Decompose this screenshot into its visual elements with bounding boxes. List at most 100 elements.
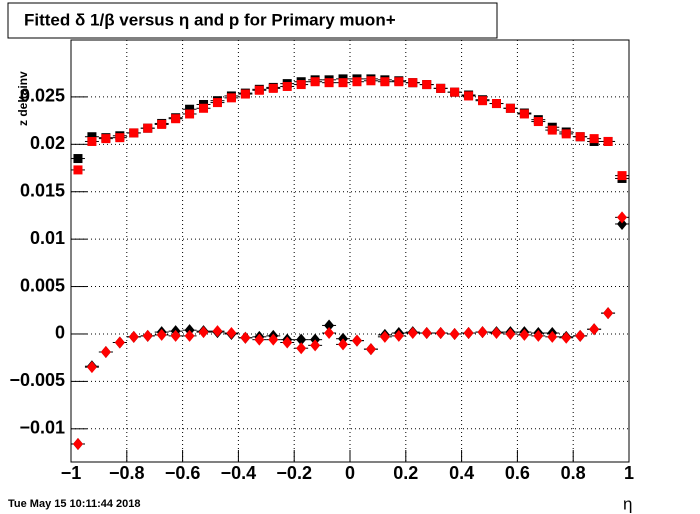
x-axis-label: η bbox=[623, 494, 632, 513]
marker bbox=[156, 328, 167, 341]
marker bbox=[73, 154, 83, 164]
marker bbox=[478, 96, 488, 106]
x-tick-label: 1 bbox=[624, 463, 634, 483]
marker bbox=[351, 334, 362, 347]
marker bbox=[212, 98, 222, 108]
marker bbox=[463, 327, 474, 340]
x-tick-label: 0.6 bbox=[505, 463, 530, 483]
marker bbox=[143, 123, 153, 133]
marker bbox=[324, 319, 335, 332]
chart-title: Fitted δ 1/β versus η and p for Primary … bbox=[24, 10, 396, 29]
marker bbox=[547, 125, 557, 135]
y-tick-label: 0.005 bbox=[20, 275, 65, 295]
marker bbox=[171, 114, 181, 124]
marker bbox=[365, 343, 376, 356]
x-tick-label: 0 bbox=[345, 463, 355, 483]
marker bbox=[142, 329, 153, 342]
y-tick-label: 0.02 bbox=[30, 133, 65, 153]
marker bbox=[491, 99, 501, 109]
marker bbox=[533, 329, 544, 342]
marker bbox=[603, 136, 613, 146]
y-tick-label: 0.025 bbox=[20, 86, 65, 106]
marker bbox=[394, 77, 404, 87]
marker bbox=[589, 323, 600, 336]
marker bbox=[170, 329, 181, 342]
marker bbox=[100, 345, 111, 358]
y-tick-label: −0.005 bbox=[9, 370, 65, 390]
marker bbox=[86, 361, 97, 374]
marker bbox=[617, 217, 628, 230]
marker bbox=[268, 83, 278, 93]
marker bbox=[114, 336, 125, 349]
marker bbox=[101, 134, 111, 144]
y-tick-label: 0 bbox=[55, 323, 65, 343]
marker bbox=[464, 91, 474, 101]
y-axis-label: z deltainv bbox=[16, 71, 30, 126]
marker bbox=[603, 307, 614, 320]
marker bbox=[575, 132, 585, 142]
marker bbox=[324, 327, 335, 340]
marker bbox=[282, 336, 293, 349]
marker bbox=[519, 328, 530, 341]
marker bbox=[338, 78, 348, 88]
marker bbox=[589, 134, 599, 144]
marker bbox=[73, 165, 83, 175]
marker bbox=[533, 117, 543, 127]
x-tick-label: 0.4 bbox=[449, 463, 474, 483]
x-tick-label: −0.4 bbox=[221, 463, 257, 483]
marker bbox=[226, 327, 237, 340]
marker bbox=[324, 78, 334, 88]
marker bbox=[449, 327, 460, 340]
x-tick-label: −1 bbox=[61, 463, 82, 483]
marker bbox=[199, 103, 209, 113]
marker bbox=[240, 89, 250, 99]
marker bbox=[268, 333, 279, 346]
marker bbox=[352, 77, 362, 87]
marker bbox=[296, 342, 307, 355]
marker bbox=[393, 329, 404, 342]
marker bbox=[157, 119, 167, 129]
y-tick-label: −0.01 bbox=[19, 418, 65, 438]
marker bbox=[282, 81, 292, 91]
marker bbox=[185, 109, 195, 119]
marker bbox=[561, 129, 571, 139]
marker bbox=[128, 330, 139, 343]
marker bbox=[617, 211, 628, 224]
y-tick-label: 0.015 bbox=[20, 180, 65, 200]
marker bbox=[575, 329, 586, 342]
marker bbox=[450, 87, 460, 97]
marker bbox=[379, 330, 390, 343]
marker bbox=[296, 80, 306, 90]
marker bbox=[435, 327, 446, 340]
x-tick-label: 0.2 bbox=[393, 463, 418, 483]
x-tick-label: −0.8 bbox=[109, 463, 145, 483]
marker bbox=[129, 128, 139, 138]
marker bbox=[547, 330, 558, 343]
marker bbox=[617, 171, 627, 181]
x-tick-label: 0.8 bbox=[561, 463, 586, 483]
x-tick-label: −0.6 bbox=[165, 463, 201, 483]
timestamp: Tue May 15 10:11:44 2018 bbox=[8, 498, 141, 510]
marker bbox=[296, 333, 307, 346]
marker bbox=[519, 109, 529, 119]
marker bbox=[198, 326, 209, 339]
marker bbox=[184, 329, 195, 342]
marker bbox=[436, 83, 446, 93]
plot-frame bbox=[70, 39, 630, 463]
marker bbox=[422, 80, 432, 90]
marker bbox=[561, 331, 572, 344]
marker bbox=[87, 132, 97, 142]
marker bbox=[310, 77, 320, 87]
y-tick-label: 0.01 bbox=[30, 228, 65, 248]
marker bbox=[72, 437, 83, 450]
marker bbox=[254, 85, 264, 95]
marker bbox=[407, 327, 418, 340]
marker bbox=[87, 136, 97, 146]
x-tick-label: −0.2 bbox=[276, 463, 312, 483]
marker bbox=[380, 77, 390, 87]
marker bbox=[226, 93, 236, 103]
marker bbox=[366, 76, 376, 86]
marker bbox=[212, 325, 223, 338]
marker bbox=[185, 104, 195, 114]
